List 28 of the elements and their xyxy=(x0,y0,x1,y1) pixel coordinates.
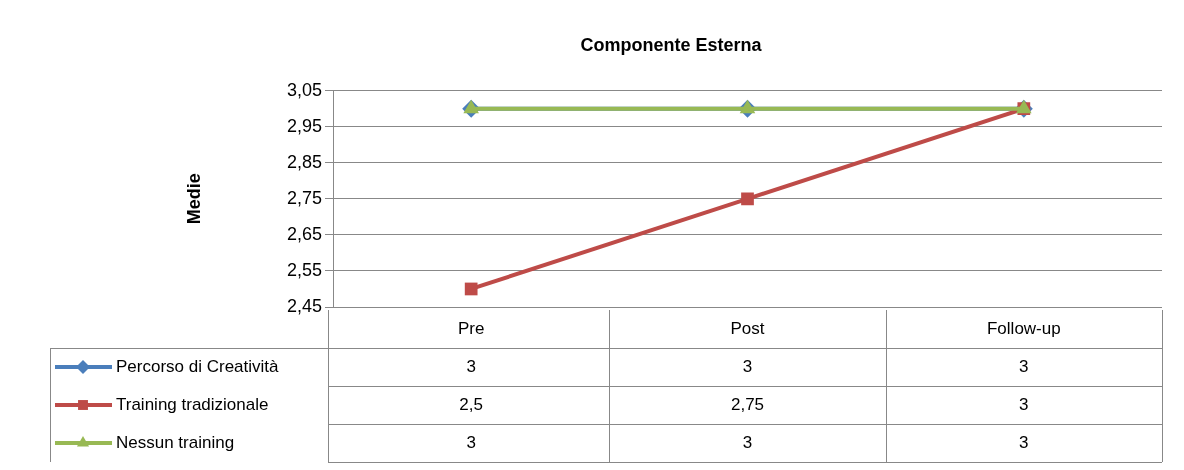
data-label: 3 xyxy=(466,432,476,452)
point xyxy=(739,99,756,114)
x-tick-label: Follow-up xyxy=(986,318,1061,338)
legend-label: Training tradizionale xyxy=(116,394,269,414)
data-label: 3 xyxy=(466,356,476,376)
y-tick-label: 2,85 xyxy=(286,151,322,172)
y-tick-label: 2,55 xyxy=(286,259,322,280)
legend-label: Percorso di Creatività xyxy=(116,356,280,376)
x-tick-label: Post xyxy=(730,318,765,338)
data-label: 2,75 xyxy=(730,394,765,414)
chart-title: Componente Esterna xyxy=(580,34,763,55)
y-tick-label: 2,95 xyxy=(286,115,322,136)
point xyxy=(464,282,478,296)
data-label: 3 xyxy=(1019,356,1029,376)
y-axis-title: Medie xyxy=(183,173,204,225)
data-label: 3 xyxy=(742,356,753,376)
point xyxy=(463,99,479,114)
data-label: 3 xyxy=(1019,432,1029,452)
x-tick-label: Pre xyxy=(457,318,485,338)
y-tick-label: 2,75 xyxy=(286,187,322,208)
data-label: 2,5 xyxy=(459,394,483,414)
data-label: 3 xyxy=(742,432,753,452)
y-tick-label: 2,45 xyxy=(286,295,322,316)
data-label: 3 xyxy=(1019,394,1029,414)
legend-label: Nessun training xyxy=(116,432,235,452)
y-tick-label: 3,05 xyxy=(286,79,322,100)
point xyxy=(741,192,754,206)
y-tick-label: 2,65 xyxy=(286,223,322,244)
